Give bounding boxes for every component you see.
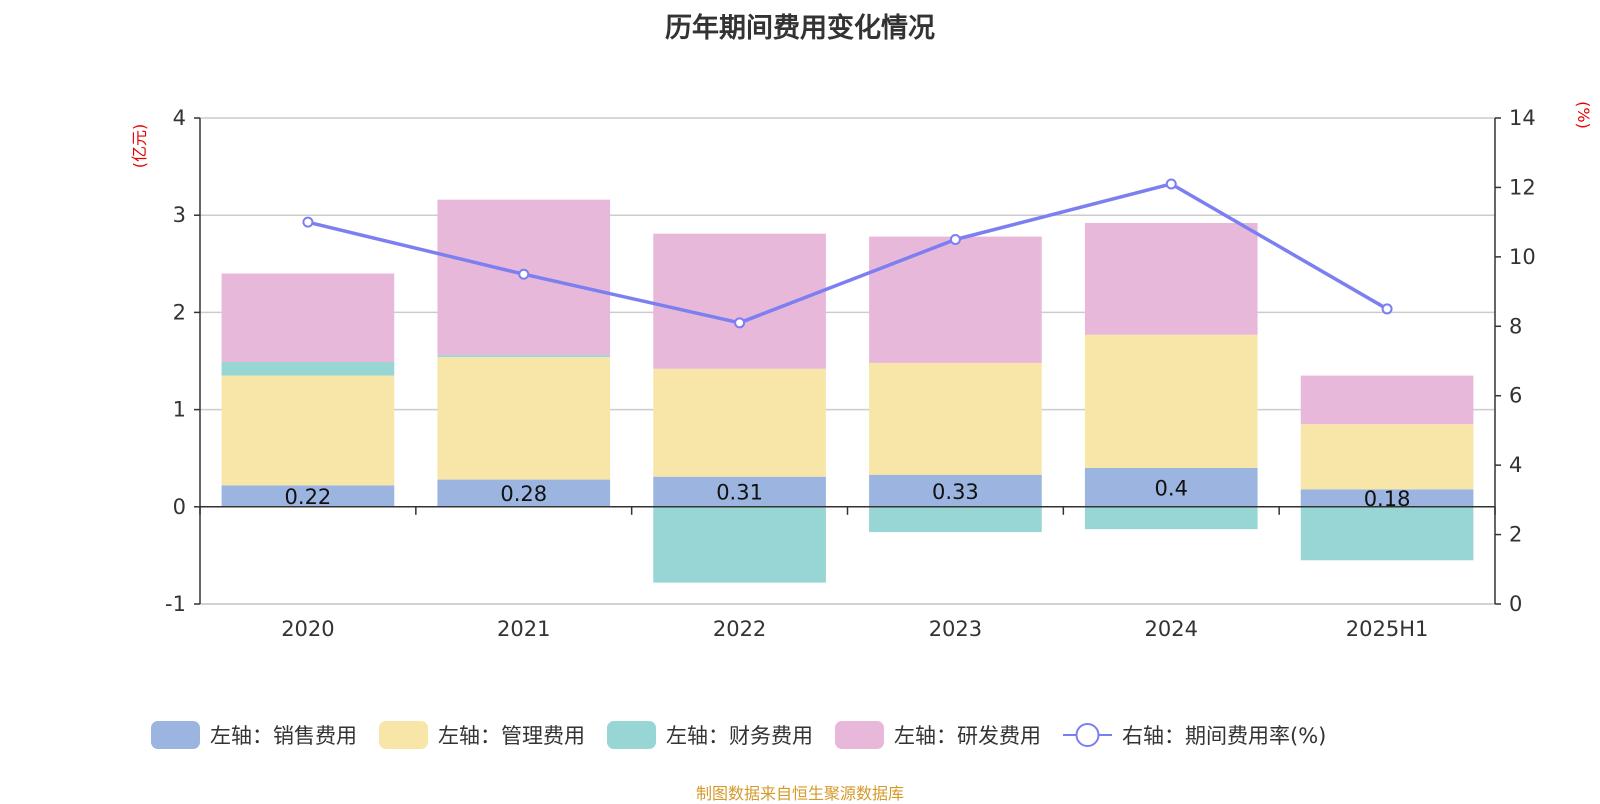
- right-axis-tick-label: 0: [1509, 592, 1522, 616]
- rate-line-point: [949, 234, 961, 245]
- bar-segment: [869, 506, 1042, 533]
- bar-segment: [1300, 424, 1474, 490]
- bar-segment: [437, 479, 611, 507]
- bar-segment: [1084, 334, 1258, 468]
- bar-segment: [1300, 375, 1474, 425]
- rate-line-point: [1165, 178, 1177, 190]
- bar-segment: [437, 355, 611, 358]
- chart-title: 历年期间费用变化情况: [665, 13, 935, 44]
- right-axis-tick-label: 8: [1509, 314, 1522, 338]
- right-axis-tick-label: 6: [1509, 384, 1522, 408]
- grid-lines: [200, 117, 1495, 605]
- bar-data-label: 0.31: [716, 481, 763, 505]
- bar-segment: [869, 362, 1042, 475]
- bar-segment: [1084, 467, 1258, 507]
- right-axis-tick-label: 12: [1509, 175, 1536, 199]
- left-axis-tick-label: 0: [173, 495, 186, 519]
- rate-line-point: [1381, 303, 1393, 315]
- x-axis-category-label: 2025H1: [1346, 617, 1429, 641]
- bar-segment: [869, 474, 1042, 507]
- legend-swatch: [151, 721, 200, 749]
- bar-segment: [653, 506, 826, 583]
- bar-segment: [1084, 222, 1258, 335]
- bar-segment: [653, 368, 826, 477]
- bar-segment: [1300, 506, 1474, 561]
- legend-swatch: [835, 721, 884, 749]
- rate-line-path: [307, 182, 1388, 325]
- x-axis-category-label: 2024: [1145, 617, 1198, 641]
- left-axis-tick-label: 1: [173, 398, 186, 422]
- bars: [221, 199, 1474, 583]
- x-axis-category-label: 2023: [929, 617, 982, 641]
- right-axis-tick-label: 2: [1509, 523, 1522, 547]
- bar-segment: [221, 375, 395, 486]
- rate-line-point: [734, 317, 746, 329]
- legend-label: 左轴：财务费用: [666, 724, 813, 748]
- legend-swatch: [379, 721, 428, 749]
- legend-line-marker: [1075, 723, 1100, 747]
- x-axis-category-label: 2022: [713, 617, 766, 641]
- bar-segment: [221, 361, 395, 376]
- legend-swatch: [607, 721, 656, 749]
- right-axis-tick-label: 10: [1509, 245, 1536, 269]
- bar-data-label: 0.28: [500, 482, 547, 506]
- bar-segment: [869, 236, 1042, 363]
- legend-label: 左轴：研发费用: [894, 724, 1041, 748]
- left-axis-tick-label: 3: [173, 203, 186, 227]
- bar-data-label: 0.22: [285, 485, 332, 509]
- left-axis-tick-label: 2: [173, 300, 186, 324]
- right-axis-tick-label: 14: [1509, 106, 1536, 130]
- bar-data-label: 0.4: [1155, 476, 1188, 500]
- rate-line-point: [518, 268, 530, 280]
- legend-label: 左轴：销售费用: [210, 724, 357, 748]
- rate-line-point: [302, 216, 314, 228]
- legend-label: 右轴：期间费用率(%): [1122, 724, 1326, 748]
- bar-segment: [653, 476, 826, 507]
- left-axis-tick-label: -1: [165, 592, 186, 616]
- bar-segment: [1300, 489, 1474, 507]
- bar-segment: [1084, 506, 1258, 530]
- x-axis-category-label: 2021: [497, 617, 550, 641]
- bar-segment: [437, 357, 611, 480]
- right-axis-tick-label: 4: [1509, 453, 1522, 477]
- bar-segment: [221, 485, 395, 507]
- rate-line: [302, 178, 1393, 329]
- left-axis-tick-label: 4: [173, 106, 186, 130]
- right-axis-unit: (%): [1574, 101, 1593, 129]
- data-labels: 0.22 0.28 0.31 0.33 0.4 0.18: [285, 476, 1411, 511]
- x-axis-category-label: 2020: [281, 617, 334, 641]
- legend: 左轴：销售费用 左轴：管理费用 左轴：财务费用 左轴：研发费用 右轴：期间费用率(%): [151, 721, 1326, 749]
- bar-data-label: 0.18: [1364, 487, 1411, 511]
- source-note: 制图数据来自恒生聚源数据库: [695, 784, 904, 803]
- bar-segment: [221, 273, 395, 362]
- legend-label: 左轴：管理费用: [438, 724, 585, 748]
- left-axis-unit: (亿元): [130, 124, 149, 169]
- bar-data-label: 0.33: [932, 480, 979, 504]
